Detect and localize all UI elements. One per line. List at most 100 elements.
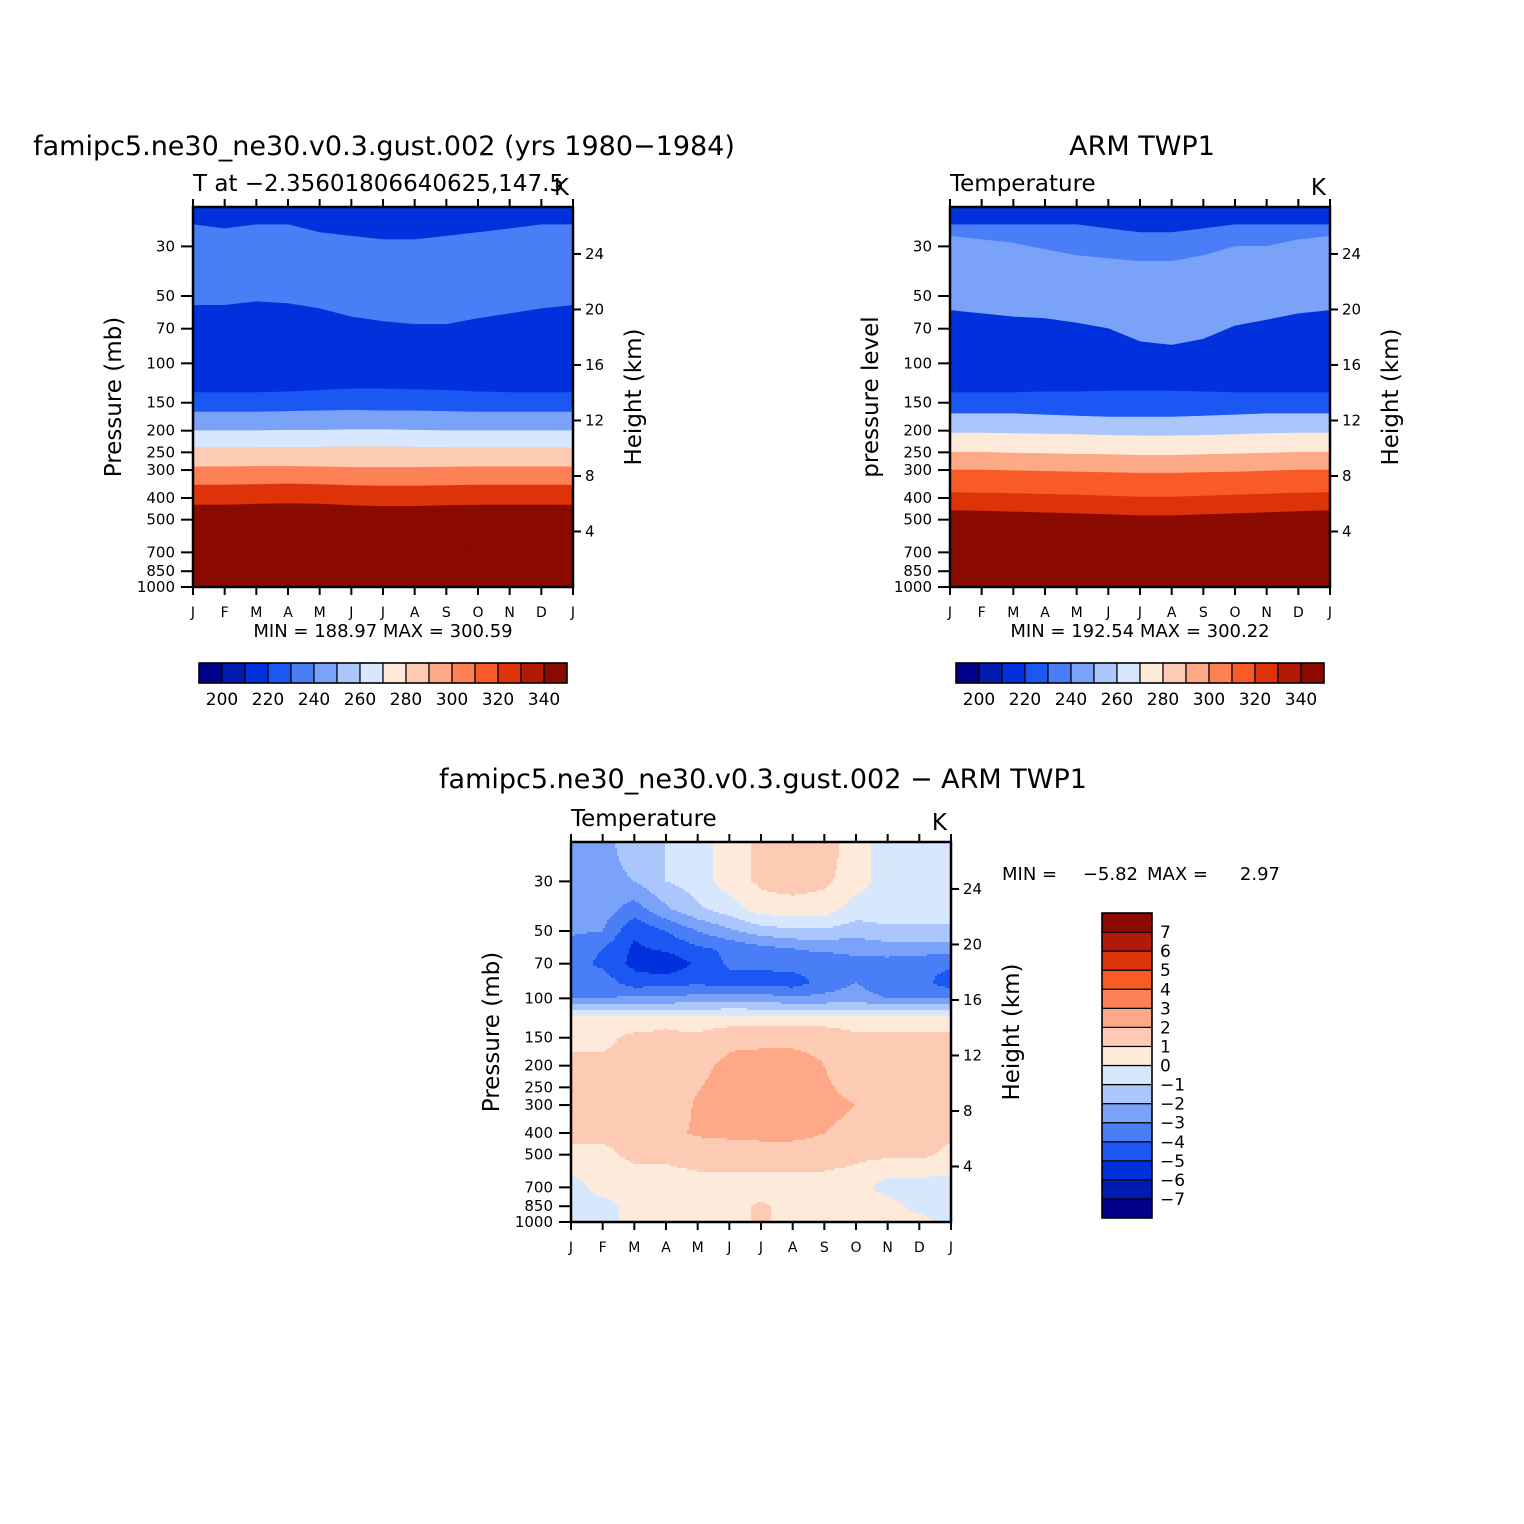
contour-cell [847, 1112, 952, 1115]
contour-cell [571, 1012, 952, 1015]
contour-cell [667, 1028, 714, 1031]
contour-cell [645, 922, 678, 925]
contour-cell [829, 1128, 952, 1131]
contour-cell [793, 986, 848, 989]
y-tick-label: 200 [903, 422, 932, 440]
contour-cell [571, 1052, 730, 1055]
contour-cell [571, 934, 576, 937]
contour-cell [571, 1024, 952, 1027]
contour-cell [855, 982, 858, 985]
contour-cell [871, 870, 952, 873]
contour-cell [571, 1190, 592, 1193]
x-tick-label: A [1040, 605, 1050, 621]
x-tick-label: F [221, 605, 229, 621]
x-tick-label: J [1137, 605, 1142, 621]
contour-cell [625, 870, 666, 873]
contour-cell [571, 1044, 614, 1047]
contour-cell [571, 1154, 620, 1157]
contour-cell [571, 976, 612, 979]
contour-cell [665, 852, 714, 855]
contour-cell [751, 852, 840, 855]
contour-cell [571, 1010, 952, 1013]
contour-cell [795, 972, 942, 975]
colorbar-swatch [1101, 912, 1153, 933]
colorbar-swatch [1101, 1179, 1153, 1200]
y-tick-label: 100 [146, 354, 175, 372]
contour-cell [607, 944, 632, 947]
x-tick-label: J [947, 605, 952, 621]
contour-cell [835, 990, 870, 993]
colorbar-swatch [1101, 1026, 1153, 1048]
contour-cell [571, 924, 606, 927]
colorbar-label: 2 [1160, 1018, 1171, 1038]
contour-cell [675, 884, 718, 887]
min: 192.54 [1071, 621, 1134, 642]
contour-cell [827, 1002, 868, 1005]
contour-cell [713, 842, 752, 845]
y-tick-label: 100 [524, 989, 553, 1007]
contour-cell [605, 924, 626, 927]
contour-cell [605, 1050, 736, 1053]
colorbar-swatch [1139, 662, 1164, 684]
contour-cell [897, 1200, 952, 1203]
contour-cell [837, 868, 872, 871]
contour-cell [835, 1168, 952, 1171]
contour-cell [665, 862, 714, 865]
contour-cell [823, 1064, 952, 1067]
contour-cell [591, 1190, 876, 1193]
contour-cell [709, 934, 758, 937]
contour-cell [613, 914, 658, 917]
contour-cell [571, 1212, 620, 1215]
x-tick-label: J [726, 1240, 731, 1256]
contour-cell [693, 896, 732, 899]
colorbar-swatch [336, 662, 361, 684]
contour-cell [571, 1008, 722, 1011]
contour-cell [759, 1140, 794, 1143]
contour-cell [601, 950, 630, 953]
contour-cell [669, 932, 704, 935]
contour-band [192, 409, 574, 431]
x-tick-label: A [283, 605, 293, 621]
contour-cell [629, 966, 688, 969]
contour-cell [583, 1182, 878, 1185]
contour-cell [571, 922, 608, 925]
contour-cell [621, 862, 666, 865]
contour-cell [651, 948, 714, 951]
contour-cell [647, 908, 672, 911]
contour-cell [655, 926, 688, 929]
colorbar-frame [955, 662, 1325, 684]
contour-cell [713, 874, 752, 877]
contour-cell [871, 860, 952, 863]
contour-cell [613, 1148, 942, 1151]
colorbar-swatch [1101, 969, 1153, 990]
contour-cell [717, 936, 774, 939]
colorbar-frame [198, 662, 568, 684]
contour-cell [689, 892, 728, 895]
contour-cell [825, 888, 866, 891]
contour-cell [619, 908, 648, 911]
contour-cell [687, 926, 726, 929]
contour-cell [697, 1170, 826, 1173]
contour-cell [675, 936, 718, 939]
colorbar-label: 6 [1160, 942, 1171, 962]
contour-cell [651, 892, 690, 895]
contour-cell [677, 1166, 846, 1169]
colorbar-label: −6 [1160, 1171, 1185, 1191]
contour-cell [751, 1216, 772, 1219]
contour-cell [571, 874, 628, 877]
contour-cell [723, 890, 768, 893]
contour-cell [571, 920, 608, 923]
x-tick-label: O [472, 605, 483, 621]
contour-cell [571, 1062, 718, 1065]
contour-cell [571, 1144, 606, 1147]
contour-cell [571, 896, 658, 899]
x-tick-label: M [692, 1240, 704, 1256]
plot-area [949, 207, 1331, 588]
min-max-readout: MIN = 188.97 MAX = 300.59 [253, 621, 512, 642]
contour-cell [597, 956, 628, 959]
colorbar-label: 200 [963, 690, 995, 710]
y-tick-label: 150 [146, 394, 175, 412]
contour-cell [701, 904, 742, 907]
contour-cell [589, 1188, 874, 1191]
contour-cell [701, 1086, 836, 1089]
